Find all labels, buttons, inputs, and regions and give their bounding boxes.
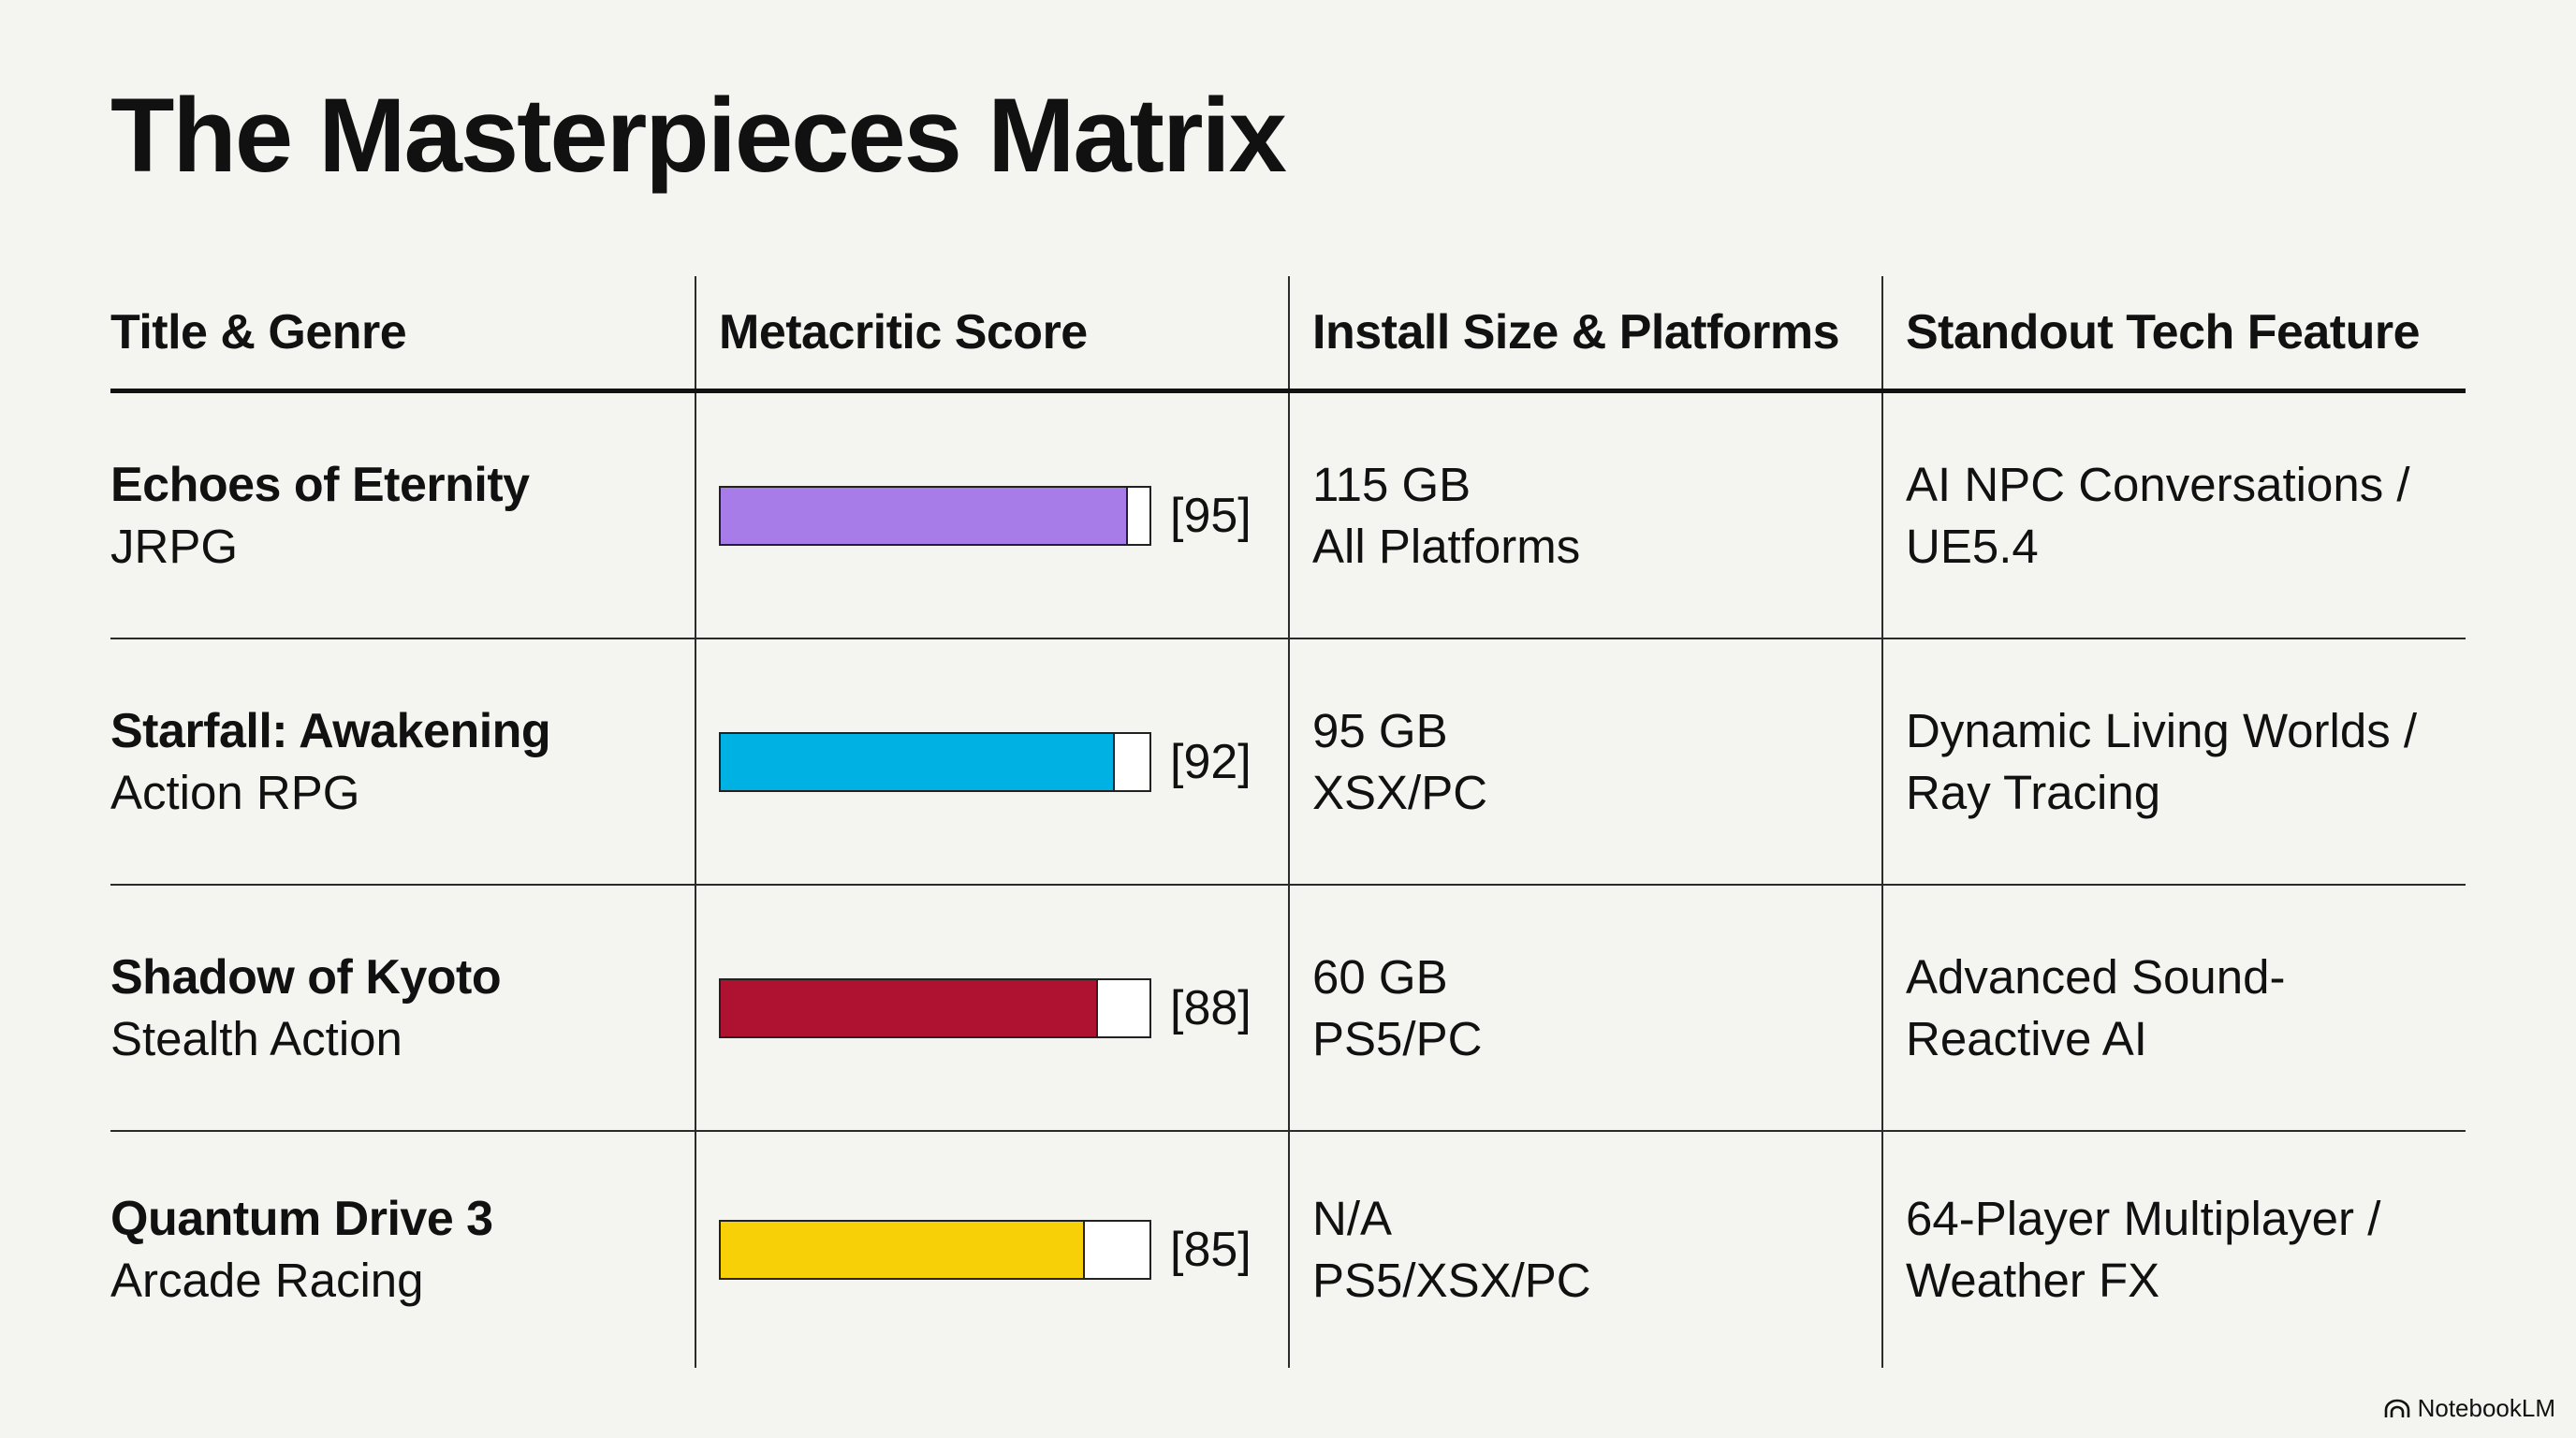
- score-cell: [92]: [695, 639, 1288, 884]
- score-bar: [719, 1220, 1151, 1280]
- score-label: [88]: [1170, 980, 1251, 1035]
- score-bar-fill: [721, 487, 1129, 544]
- feature-line: Dynamic Living Worlds /: [1906, 703, 2418, 757]
- header-cell-tech-feature: Standout Tech Feature: [1881, 276, 2466, 389]
- score-label: [85]: [1170, 1223, 1251, 1277]
- score-wrap: [85]: [719, 1219, 1288, 1281]
- table-row: Shadow of Kyoto Stealth Action [88] 60 G…: [110, 886, 2466, 1132]
- score-cell: [88]: [695, 886, 1288, 1130]
- column-header: Standout Tech Feature: [1906, 305, 2421, 360]
- masterpieces-table: Title & Genre Metacritic Score Install S…: [110, 276, 2466, 1368]
- title-genre-cell: Quantum Drive 3 Arcade Racing: [110, 1132, 695, 1368]
- brand-name: NotebookLM: [2417, 1394, 2555, 1422]
- header-cell-title-genre: Title & Genre: [110, 276, 695, 389]
- score-bar: [719, 731, 1151, 792]
- feature-line: Reactive AI: [1906, 1011, 2147, 1065]
- column-header: Metacritic Score: [719, 305, 1088, 360]
- platforms: All Platforms: [1312, 519, 1581, 573]
- install-size: 115 GB: [1312, 457, 1471, 511]
- table-row: Starfall: Awakening Action RPG [92] 95 G…: [110, 639, 2466, 886]
- title-genre-cell: Starfall: Awakening Action RPG: [110, 639, 695, 884]
- feature-cell: 64-Player Multiplayer / Weather FX: [1881, 1132, 2466, 1368]
- score-wrap: [95]: [719, 485, 1288, 547]
- game-genre: Stealth Action: [110, 1011, 402, 1065]
- score-cell: [85]: [695, 1132, 1288, 1368]
- score-label: [95]: [1170, 488, 1251, 543]
- feature-line: UE5.4: [1906, 519, 2039, 573]
- page-title: The Masterpieces Matrix: [110, 77, 1287, 194]
- feature-line: 64-Player Multiplayer /: [1906, 1192, 2381, 1245]
- feature-line: Weather FX: [1906, 1254, 2160, 1307]
- notebooklm-logo-icon: [2384, 1399, 2409, 1417]
- feature-cell: Advanced Sound- Reactive AI: [1881, 886, 2466, 1130]
- install-cell: 115 GB All Platforms: [1288, 393, 1881, 638]
- column-header: Title & Genre: [110, 305, 407, 360]
- score-bar: [719, 977, 1151, 1038]
- feature-cell: AI NPC Conversations / UE5.4: [1881, 393, 2466, 638]
- table-row: Quantum Drive 3 Arcade Racing [85] N/A P…: [110, 1132, 2466, 1368]
- title-genre-cell: Shadow of Kyoto Stealth Action: [110, 886, 695, 1130]
- score-bar-fill: [721, 979, 1099, 1036]
- game-genre: Arcade Racing: [110, 1254, 424, 1307]
- game-genre: Action RPG: [110, 765, 360, 819]
- score-wrap: [92]: [719, 731, 1288, 793]
- platforms: PS5/XSX/PC: [1312, 1254, 1591, 1307]
- feature-line: AI NPC Conversations /: [1906, 457, 2410, 511]
- score-bar-fill: [721, 733, 1116, 790]
- score-bar-fill: [721, 1222, 1086, 1278]
- table-header: Title & Genre Metacritic Score Install S…: [110, 276, 2466, 393]
- feature-line: Ray Tracing: [1906, 765, 2161, 819]
- install-size: 95 GB: [1312, 703, 1448, 757]
- feature-line: Advanced Sound-: [1906, 949, 2286, 1004]
- score-wrap: [88]: [719, 977, 1288, 1039]
- title-genre-cell: Echoes of Eternity JRPG: [110, 393, 695, 638]
- platforms: XSX/PC: [1312, 765, 1488, 819]
- game-genre: JRPG: [110, 519, 239, 573]
- notebooklm-brand: NotebookLM: [2384, 1394, 2555, 1423]
- game-title: Quantum Drive 3: [110, 1192, 493, 1246]
- install-cell: 60 GB PS5/PC: [1288, 886, 1881, 1130]
- table-row: Echoes of Eternity JRPG [95] 115 GB All …: [110, 393, 2466, 639]
- game-title: Starfall: Awakening: [110, 703, 551, 758]
- install-cell: 95 GB XSX/PC: [1288, 639, 1881, 884]
- install-cell: N/A PS5/XSX/PC: [1288, 1132, 1881, 1368]
- score-bar: [719, 485, 1151, 546]
- install-size: N/A: [1312, 1192, 1393, 1245]
- header-cell-install-size: Install Size & Platforms: [1288, 276, 1881, 389]
- score-cell: [95]: [695, 393, 1288, 638]
- column-header: Install Size & Platforms: [1312, 305, 1840, 360]
- platforms: PS5/PC: [1312, 1011, 1483, 1065]
- game-title: Shadow of Kyoto: [110, 949, 502, 1005]
- game-title: Echoes of Eternity: [110, 457, 530, 512]
- feature-cell: Dynamic Living Worlds / Ray Tracing: [1881, 639, 2466, 884]
- score-label: [92]: [1170, 734, 1251, 789]
- install-size: 60 GB: [1312, 949, 1448, 1004]
- header-cell-metacritic: Metacritic Score: [695, 276, 1288, 389]
